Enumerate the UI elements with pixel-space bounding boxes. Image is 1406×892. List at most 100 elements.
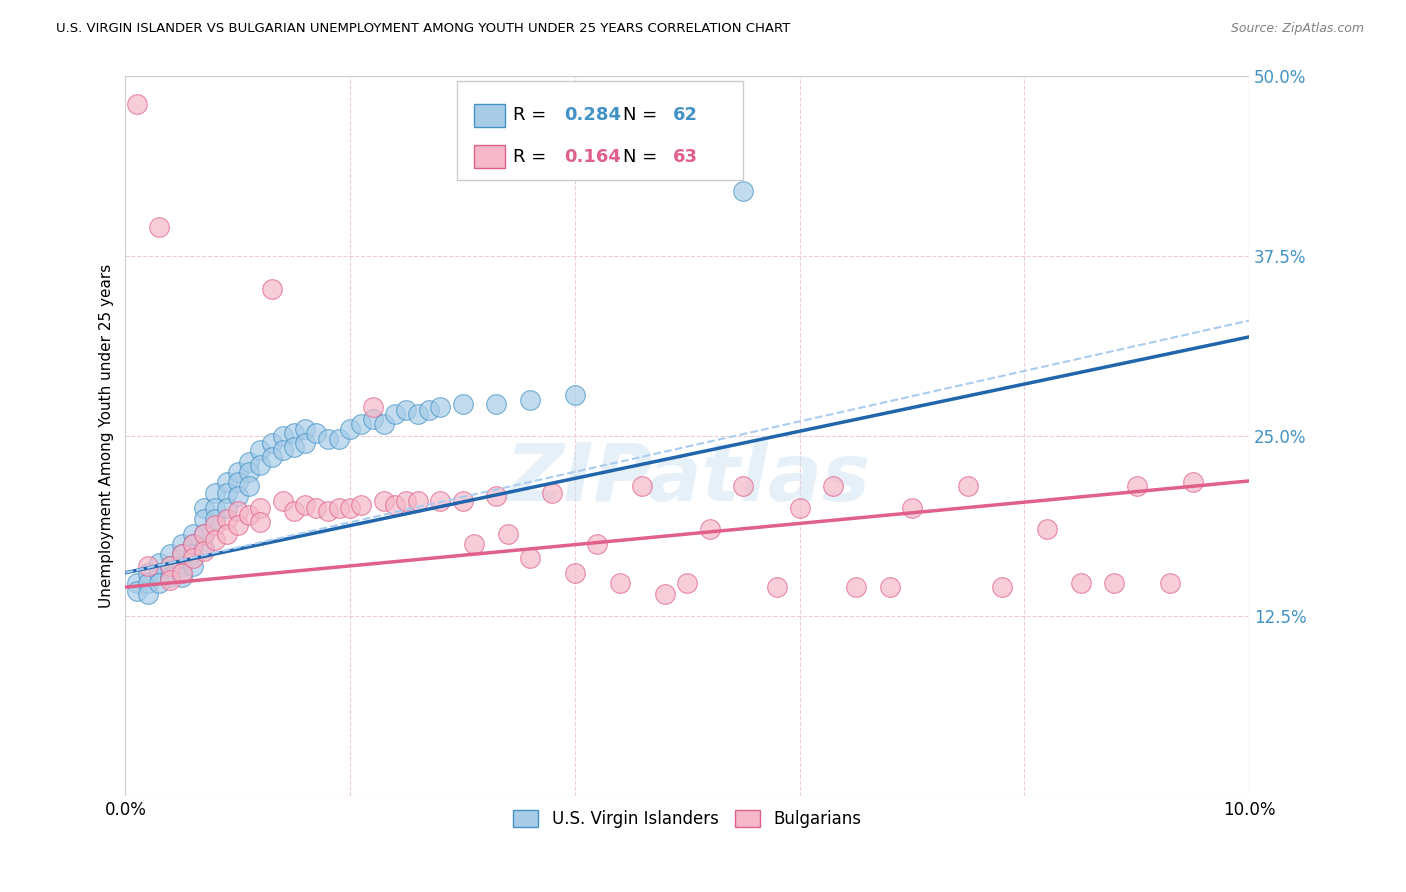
Point [733, 479, 755, 493]
Point [901, 500, 924, 515]
Point [136, 558, 159, 573]
Point [193, 544, 215, 558]
Point [350, 417, 373, 432]
Point [204, 518, 226, 533]
Point [395, 493, 418, 508]
Text: 0.164: 0.164 [564, 148, 620, 166]
Point [271, 429, 294, 443]
Text: U.S. VIRGIN ISLANDER VS BULGARIAN UNEMPLOYMENT AMONG YOUTH UNDER 25 YEARS CORREL: U.S. VIRGIN ISLANDER VS BULGARIAN UNEMPL… [56, 22, 790, 36]
Point [316, 504, 339, 518]
Point [451, 493, 474, 508]
Point [226, 475, 249, 489]
Point [429, 493, 451, 508]
Point [215, 526, 238, 541]
Point [271, 443, 294, 458]
Point [260, 282, 283, 296]
Point [170, 547, 193, 561]
Point [429, 400, 451, 414]
Point [238, 508, 260, 522]
Text: N =: N = [623, 148, 664, 166]
Point [215, 512, 238, 526]
Text: N =: N = [623, 106, 664, 124]
Point [260, 450, 283, 465]
Point [181, 526, 204, 541]
Point [654, 587, 676, 601]
Point [789, 500, 811, 515]
Point [260, 436, 283, 450]
Point [1181, 475, 1204, 489]
Point [148, 575, 170, 590]
Point [181, 558, 204, 573]
Point [204, 533, 226, 547]
Point [249, 458, 271, 472]
Point [181, 547, 204, 561]
Point [541, 486, 564, 500]
Point [238, 465, 260, 479]
Point [193, 526, 215, 541]
Point [193, 512, 215, 526]
Point [193, 500, 215, 515]
Point [1104, 575, 1126, 590]
Point [361, 400, 384, 414]
Point [991, 580, 1014, 594]
Point [159, 573, 181, 587]
Point [204, 500, 226, 515]
Point [463, 537, 485, 551]
Point [181, 537, 204, 551]
Point [766, 580, 789, 594]
Point [125, 575, 148, 590]
Point [159, 558, 181, 573]
Point [451, 397, 474, 411]
Point [136, 575, 159, 590]
Point [271, 493, 294, 508]
Text: 63: 63 [672, 148, 697, 166]
Point [305, 500, 328, 515]
Point [226, 518, 249, 533]
Point [136, 587, 159, 601]
Point [418, 402, 440, 417]
Y-axis label: Unemployment Among Youth under 25 years: Unemployment Among Youth under 25 years [100, 264, 114, 608]
Point [373, 417, 395, 432]
Point [328, 432, 350, 446]
Point [170, 566, 193, 580]
Point [238, 455, 260, 469]
Point [148, 219, 170, 234]
Point [136, 566, 159, 580]
Point [373, 493, 395, 508]
Point [733, 184, 755, 198]
Legend: U.S. Virgin Islanders, Bulgarians: U.S. Virgin Islanders, Bulgarians [506, 803, 868, 835]
Point [125, 97, 148, 112]
Point [316, 432, 339, 446]
Point [305, 425, 328, 440]
Point [609, 575, 631, 590]
Text: ZIPatlas: ZIPatlas [505, 440, 870, 518]
Text: 0.284: 0.284 [564, 106, 620, 124]
Point [193, 541, 215, 556]
Point [204, 512, 226, 526]
Point [238, 479, 260, 493]
Text: 62: 62 [672, 106, 697, 124]
Point [215, 500, 238, 515]
Point [159, 547, 181, 561]
Point [159, 570, 181, 584]
Point [699, 523, 721, 537]
Point [294, 436, 316, 450]
Point [823, 479, 845, 493]
Point [170, 537, 193, 551]
Point [350, 498, 373, 512]
Point [1036, 523, 1059, 537]
Point [283, 440, 305, 454]
Point [1126, 479, 1149, 493]
Point [1070, 575, 1092, 590]
Point [384, 407, 406, 421]
Point [181, 537, 204, 551]
Point [249, 516, 271, 530]
Point [564, 388, 586, 402]
Point [148, 566, 170, 580]
Text: R =: R = [513, 148, 553, 166]
FancyBboxPatch shape [474, 103, 505, 127]
Point [361, 411, 384, 425]
Point [294, 498, 316, 512]
Point [328, 500, 350, 515]
Point [845, 580, 868, 594]
